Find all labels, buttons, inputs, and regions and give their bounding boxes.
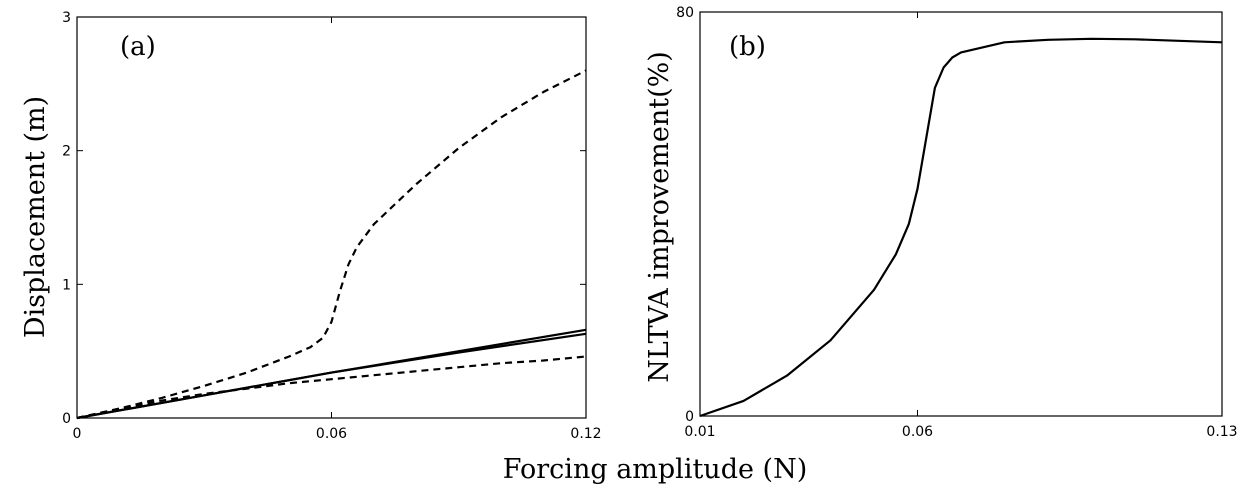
plot-frame	[76, 16, 587, 419]
y-tick-label: 2	[62, 144, 71, 160]
y-tick-label: 0	[685, 409, 694, 425]
x-tick-label: 0.01	[684, 424, 715, 440]
series-line-1-solid	[699, 37, 1223, 418]
panel-b: NLTVA improvement(%) (b) 0.01 0.06 0.13 0 80	[644, 5, 1238, 440]
y-tick-label: 1	[62, 277, 71, 293]
x-tick-label: 0.13	[1206, 424, 1237, 440]
series-line-2-dashed	[76, 355, 587, 420]
series-line-4-solid	[76, 332, 587, 420]
x-tick-label: 0.12	[570, 426, 601, 442]
y-tick-label: 0	[62, 411, 71, 427]
panel-a: Displacement (m) (a) 0 0.06 0.12 0 1 2 3	[20, 10, 602, 442]
x-tick-label: 0.06	[902, 424, 933, 440]
plot-frame	[699, 11, 1223, 417]
panel-label-a: (a)	[120, 32, 156, 62]
ylabel-b: NLTVA improvement(%)	[644, 51, 675, 383]
ylabel-a: Displacement (m)	[20, 96, 51, 338]
series-line-1-dashed	[76, 69, 587, 420]
x-tick-label: 0	[73, 426, 82, 442]
panel-label-b: (b)	[729, 32, 766, 62]
y-tick-label: 3	[62, 10, 71, 26]
shared-xlabel: Forcing amplitude (N)	[503, 454, 807, 485]
y-tick-label: 80	[676, 5, 694, 21]
x-tick-label: 0.06	[316, 426, 347, 442]
